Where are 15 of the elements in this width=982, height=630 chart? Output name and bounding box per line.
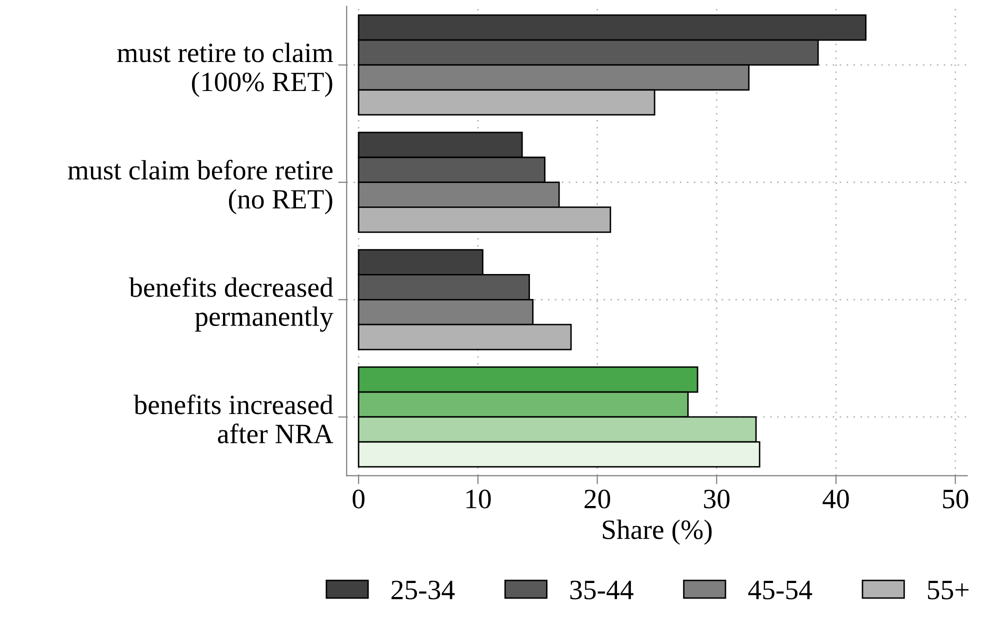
x-tick-label: 0 (352, 490, 364, 508)
y-tick-label: benefits decreased permanently (129, 277, 334, 332)
x-tick-label: 40 (822, 490, 849, 508)
y-tick-label: must claim before retire (no RET) (68, 160, 332, 214)
y-tick-label: must retire to claim (100% RET) (117, 42, 334, 97)
x-axis-title: Share (%) (602, 520, 712, 545)
legend-label: 55+ (928, 580, 968, 600)
x-tick-label: 10 (466, 490, 491, 508)
x-tick-label: 30 (704, 490, 730, 508)
x-tick-label: 50 (943, 490, 968, 508)
legend-label: 35-44 (570, 580, 634, 600)
legend-label: 25-34 (392, 580, 455, 600)
legend-label: 45-54 (748, 580, 812, 600)
y-tick-label: benefits increased after NRA (134, 394, 334, 444)
x-tick-label: 20 (584, 490, 610, 508)
